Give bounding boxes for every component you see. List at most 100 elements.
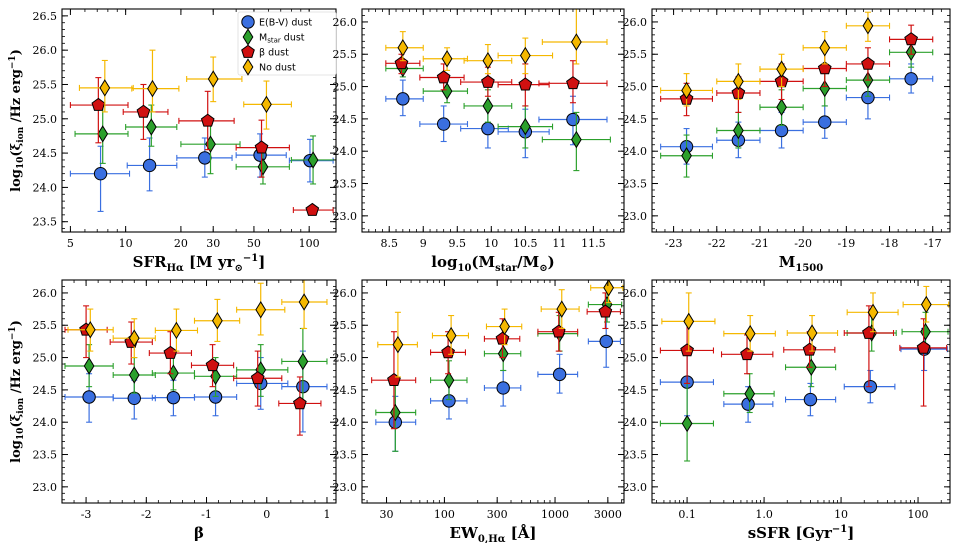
point-nodust-0: [392, 335, 404, 354]
point-beta-4: [598, 304, 613, 318]
ytick-label: 23.0: [33, 481, 58, 494]
ytick-label: 23.5: [33, 449, 58, 462]
point-nodust-1: [147, 79, 158, 98]
xtick-label: 100: [299, 237, 320, 250]
legend-frame: [237, 11, 337, 76]
xtick-label: 5: [67, 237, 74, 250]
point-beta-1: [441, 345, 455, 359]
ytick-label: 24.5: [623, 384, 648, 397]
series-beta: [64, 305, 322, 436]
ytick-label: 24.0: [33, 181, 58, 194]
point-nodust-3: [556, 300, 568, 318]
x-axis-label: SFRHα [M yr⊙−1]: [133, 253, 266, 274]
point-ebv-3: [818, 115, 832, 129]
y-axis-label: log10(ξion /Hz erg−1): [8, 49, 26, 192]
point-beta-2: [481, 74, 495, 88]
xtick-label: 1.0: [755, 508, 773, 521]
ytick-label: 26.0: [623, 16, 648, 29]
series-nodust: [660, 11, 891, 107]
point-nodust-0: [683, 312, 695, 331]
ytick-label: 23.5: [333, 449, 358, 462]
point-ebv-4: [566, 112, 580, 127]
ytick-label: 26.0: [623, 287, 648, 300]
point-beta-0: [680, 343, 694, 357]
panel-p5: 23.0 23.5 24.0 24.5 25.0 25.5 26.0 30 100 300 1000…: [333, 279, 625, 543]
axes-frame: [651, 279, 951, 504]
series-nodust: [385, 9, 608, 75]
plot-area: [69, 49, 336, 216]
point-beta-5: [904, 32, 918, 46]
point-nodust-3: [867, 303, 879, 322]
series-nodust: [67, 280, 328, 359]
ytick-label: 23.5: [33, 216, 58, 229]
point-nodust-4: [603, 280, 615, 297]
xtick-label: 0: [263, 508, 270, 521]
point-mstar-3: [819, 79, 831, 98]
xtick-label: -3: [81, 508, 92, 521]
point-mstar-4: [570, 130, 582, 149]
legend-marker-ebv: [241, 15, 255, 29]
point-ebv-0: [82, 390, 96, 404]
point-mstar-2: [776, 98, 787, 117]
point-beta-5: [293, 396, 307, 410]
point-ebv-1: [127, 391, 141, 405]
y-axis-label: log10(ξion /Hz erg−1): [8, 320, 26, 463]
axes-frame: [61, 279, 337, 504]
xtick-label: 9.5: [449, 237, 467, 250]
ytick-label: 24.0: [33, 416, 58, 429]
ytick-label: 25.5: [623, 319, 648, 332]
ytick-label: 25.5: [33, 78, 58, 91]
ytick-label: 26.5: [33, 10, 58, 23]
panel-p4: 23.0 23.5 24.0 24.5 25.0 25.5 26.0 -3 -2 -1 0 1 β log…: [8, 279, 337, 542]
series-ebv: [660, 63, 934, 165]
plot-area: [659, 285, 950, 462]
point-beta-1: [740, 347, 754, 361]
errorbar-nodust-2: [186, 56, 243, 103]
point-mstar-2: [482, 97, 494, 115]
point-mstar-2: [497, 344, 509, 363]
ytick-label: 25.0: [333, 352, 358, 365]
point-beta-2: [163, 345, 178, 359]
xtick-label: 30: [206, 237, 220, 250]
point-mstar-4: [307, 151, 319, 169]
point-nodust-5: [298, 293, 310, 311]
ytick-label: 25.0: [623, 81, 648, 94]
series-ebv: [64, 350, 328, 433]
xtick-label: 20: [174, 237, 188, 250]
point-mstar-1: [732, 121, 744, 140]
panel-p6: 23.0 23.5 24.0 24.5 25.0 25.5 26.0 0.1 1.0 10 100 s…: [623, 279, 951, 542]
ytick-label: 25.0: [33, 352, 58, 365]
point-nodust-1: [744, 324, 756, 343]
errorbar-beta-4: [899, 318, 948, 407]
point-nodust-2: [482, 51, 494, 70]
point-beta-3: [551, 324, 566, 338]
point-beta-2: [495, 331, 510, 345]
x-axis-label: β: [194, 524, 204, 542]
series-nodust: [661, 285, 950, 352]
point-nodust-4: [862, 17, 874, 35]
point-mstar-1: [443, 371, 455, 389]
xtick-label: 11.5: [581, 237, 606, 250]
xtick-label: 100: [434, 508, 455, 521]
point-nodust-2: [171, 321, 182, 340]
legend-label-beta: β dust: [259, 48, 289, 59]
point-mstar-4: [920, 322, 931, 341]
point-nodust-0: [99, 79, 111, 97]
ytick-label: 26.0: [333, 16, 358, 29]
ytick-label: 26.0: [33, 287, 58, 300]
xtick-label: 10: [484, 237, 498, 250]
point-ebv-1: [142, 158, 157, 173]
point-beta-1: [436, 70, 451, 84]
point-ebv-4: [599, 334, 613, 349]
series-ebv: [385, 79, 608, 159]
point-nodust-4: [255, 300, 267, 319]
point-ebv-0: [93, 166, 108, 181]
xtick-label: -21: [751, 237, 769, 250]
xtick-label: 10: [119, 237, 133, 250]
point-ebv-2: [198, 151, 212, 165]
plot-area: [371, 280, 624, 452]
point-nodust-2: [776, 60, 787, 78]
point-ebv-2: [166, 390, 181, 405]
point-ebv-2: [481, 121, 495, 136]
series-ebv: [659, 327, 948, 423]
